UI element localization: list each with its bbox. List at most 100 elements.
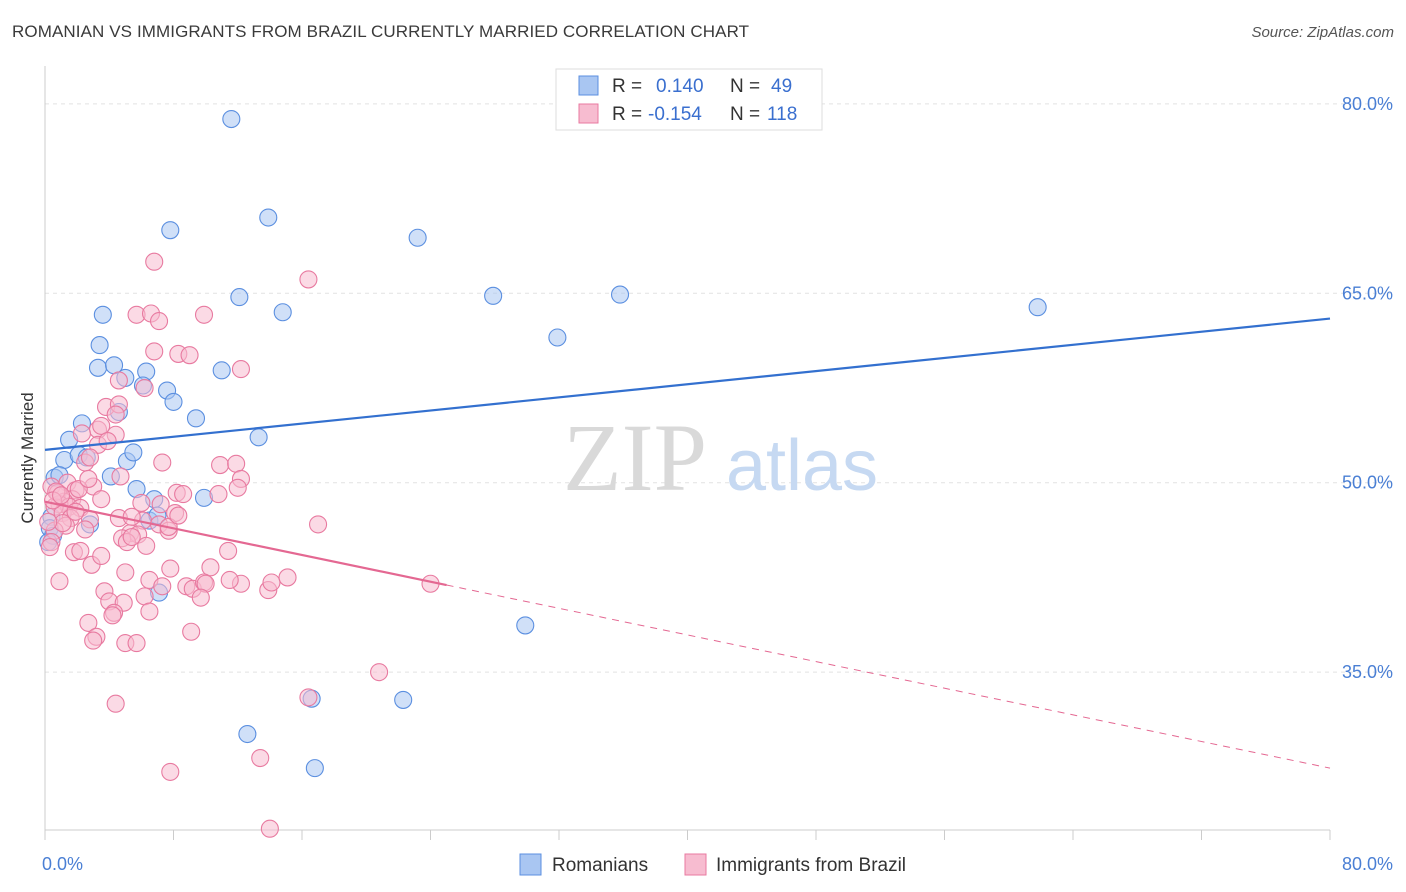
brazil-point bbox=[122, 507, 141, 526]
romanians-point bbox=[484, 286, 503, 305]
legend-n-value-1: 49 bbox=[771, 76, 792, 97]
romanians-point bbox=[88, 358, 108, 377]
romanians-point bbox=[548, 328, 567, 347]
y-tick-label: 50.0% bbox=[1342, 473, 1393, 493]
brazil-point bbox=[191, 588, 210, 607]
brazil-point bbox=[92, 490, 111, 509]
brazil-point bbox=[149, 312, 169, 331]
brazil-point bbox=[262, 573, 281, 592]
brazil-point bbox=[220, 570, 239, 590]
brazil-point bbox=[92, 546, 111, 566]
brazil-point bbox=[98, 432, 117, 451]
watermark-atlas: atlas bbox=[726, 426, 878, 506]
watermark-zip: ZIP bbox=[563, 404, 707, 511]
legend-n-label-2: N = bbox=[730, 104, 760, 125]
chart-source: Source: ZipAtlas.com bbox=[1251, 24, 1394, 41]
brazil-point bbox=[80, 448, 100, 467]
y-tick-label: 80.0% bbox=[1342, 94, 1393, 114]
y-axis-title: Currently Married bbox=[18, 392, 37, 523]
brazil-point bbox=[79, 469, 98, 488]
bottom-legend-swatch-brazil bbox=[684, 853, 707, 876]
axes bbox=[44, 66, 1331, 840]
romanians-point bbox=[90, 336, 109, 355]
bottom-legend-label-brazil: Immigrants from Brazil bbox=[716, 855, 906, 876]
brazil-point bbox=[76, 520, 95, 539]
romanians-point bbox=[238, 724, 257, 744]
romanians-point bbox=[273, 303, 292, 322]
romanians-trend-line bbox=[44, 317, 1331, 451]
legend-box bbox=[555, 68, 823, 131]
brazil-point bbox=[251, 748, 270, 768]
legend-swatch-romanians bbox=[578, 75, 599, 96]
brazil-trend-extension bbox=[446, 584, 1331, 769]
brazil-point bbox=[103, 606, 122, 625]
brazil-point bbox=[153, 577, 172, 596]
brazil-point bbox=[151, 495, 170, 514]
brazil-point bbox=[194, 305, 214, 324]
romanians-point bbox=[1028, 298, 1047, 317]
brazil-point bbox=[50, 572, 69, 591]
legend-r-label-1: R = bbox=[612, 76, 642, 97]
brazil-point bbox=[140, 602, 159, 621]
brazil-point bbox=[209, 485, 228, 504]
brazil-point bbox=[182, 622, 201, 641]
romanians-point bbox=[259, 208, 278, 227]
brazil-point bbox=[116, 563, 135, 582]
series-romanians bbox=[39, 109, 1047, 778]
brazil-point bbox=[201, 558, 220, 577]
y-tick-labels: 35.0% 50.0% 65.0% 80.0% bbox=[1342, 94, 1393, 682]
x-tick-labels: 0.0% 80.0% bbox=[42, 854, 1393, 874]
brazil-point bbox=[219, 541, 238, 560]
chart-title: ROMANIAN VS IMMIGRANTS FROM BRAZIL CURRE… bbox=[12, 22, 750, 41]
brazil-point bbox=[72, 424, 91, 443]
brazil-point bbox=[299, 688, 318, 707]
legend-n-label-1: N = bbox=[730, 76, 760, 97]
x-tick-label: 80.0% bbox=[1342, 854, 1393, 874]
bottom-legend: Romanians Immigrants from Brazil bbox=[519, 853, 906, 876]
brazil-point bbox=[228, 478, 247, 497]
brazil-point bbox=[161, 559, 180, 578]
brazil-point bbox=[278, 568, 297, 587]
bottom-legend-swatch-romanians bbox=[519, 853, 542, 876]
brazil-point bbox=[260, 819, 279, 838]
romanians-point bbox=[249, 428, 268, 447]
brazil-point bbox=[153, 453, 172, 472]
brazil-point bbox=[174, 485, 193, 504]
brazil-point bbox=[40, 538, 59, 557]
brazil-trend-line bbox=[44, 500, 447, 587]
brazil-point bbox=[231, 360, 251, 379]
brazil-point bbox=[127, 634, 146, 653]
brazil-point bbox=[169, 506, 188, 525]
brazil-point bbox=[137, 536, 156, 555]
romanians-point bbox=[186, 409, 206, 428]
brazil-point bbox=[309, 515, 328, 534]
brazil-point bbox=[71, 541, 90, 560]
romanians-point bbox=[93, 305, 112, 324]
brazil-point bbox=[79, 613, 98, 632]
brazil-point bbox=[111, 467, 130, 486]
legend-r-value-1: 0.140 bbox=[656, 76, 704, 97]
brazil-point bbox=[122, 527, 141, 547]
romanians-point bbox=[164, 392, 183, 411]
legend-r-value-2: -0.154 bbox=[648, 104, 702, 125]
romanians-point bbox=[124, 443, 143, 462]
brazil-point bbox=[135, 587, 154, 606]
romanians-point bbox=[394, 690, 413, 709]
brazil-point bbox=[299, 270, 318, 289]
brazil-point bbox=[52, 486, 71, 505]
watermark: ZIP atlas bbox=[563, 404, 878, 511]
brazil-point bbox=[84, 631, 103, 650]
brazil-point bbox=[145, 252, 164, 271]
brazil-point bbox=[370, 663, 389, 682]
brazil-point bbox=[109, 371, 128, 390]
y-tick-label: 35.0% bbox=[1342, 662, 1393, 682]
y-tick-label: 65.0% bbox=[1342, 283, 1393, 303]
brazil-point bbox=[135, 378, 154, 398]
brazil-point bbox=[39, 512, 58, 531]
grid-lines bbox=[45, 103, 1392, 673]
trend-lines bbox=[44, 317, 1331, 769]
legend-swatch-brazil bbox=[578, 103, 599, 124]
brazil-point bbox=[211, 455, 230, 475]
brazil-point bbox=[180, 346, 199, 365]
